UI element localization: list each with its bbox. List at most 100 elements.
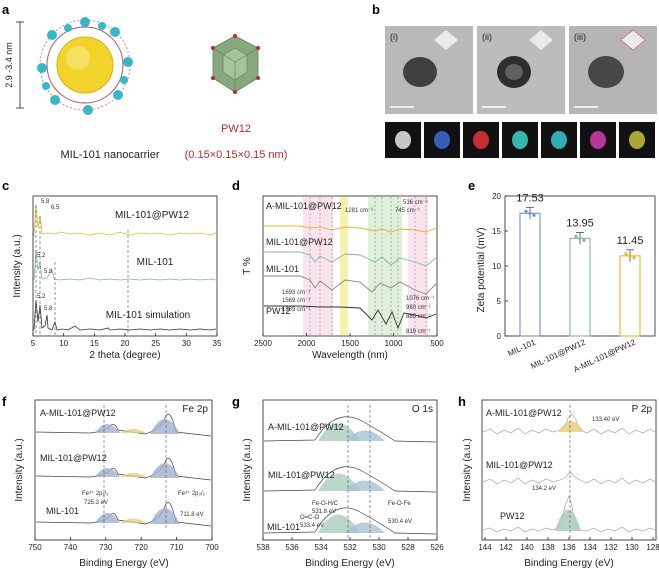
ftir-annotation: 1389 cm⁻¹	[282, 307, 310, 313]
x-tick-label: 5	[31, 339, 36, 348]
panel-a: a 2.9 -3.4 nm MIL-101 na	[2, 2, 287, 161]
ftir-annotation: 536 cm⁻¹	[403, 200, 428, 206]
x-tick-label: 730	[99, 543, 113, 552]
xrd-ylabel: Intensity (a.u.)	[12, 234, 23, 297]
xrd-trace-simulation	[33, 299, 217, 331]
x-tick-label: 500	[430, 339, 444, 348]
x-tick-label: 700	[205, 543, 219, 552]
fe2p-annotation: 711.8 eV	[180, 512, 204, 518]
o1s-ylabel: Intensity (a.u.)	[242, 438, 253, 501]
xrd-label-mil101: MIL-101	[137, 257, 174, 268]
xrd-peak-label: 5.8	[44, 306, 53, 312]
p2p-xticks: 144 142 140 138 136 134 132 130 128	[478, 537, 659, 552]
zeta-point	[628, 254, 632, 258]
ftir-xticks: 2500 2000 1500 1000 500	[254, 333, 444, 348]
panel-b: b (i) (ii) (iii)	[372, 2, 657, 158]
xrd-xticks: 5 10 15 20 25 30 35	[31, 333, 222, 348]
panel-d-letter: d	[232, 178, 240, 193]
ftir-annotation: 980 cm⁻¹	[406, 305, 431, 311]
nanocarrier-label: MIL-101 nanocarrier	[60, 149, 159, 161]
y-tick-label: 20	[492, 192, 501, 201]
fe2p-spectra	[35, 405, 212, 530]
eds-map-signal	[551, 131, 567, 149]
fe2p-label-mil101: MIL-101	[46, 506, 79, 516]
pw12-label: PW12	[221, 123, 251, 135]
tem-image-3: (iii)	[569, 26, 657, 114]
p2p-ylabel: Intensity (a.u.)	[462, 438, 473, 501]
xrd-peak-label: 6.5	[51, 205, 60, 211]
panel-d: d Wavelength (nm) T % 2500 2000 1500 1000 50…	[232, 178, 444, 361]
y-tick-label: 0	[497, 332, 502, 341]
p2p-label-a-mil101-pw12: A-MIL-101@PW12	[486, 408, 562, 418]
x-tick-label: 132	[604, 543, 618, 552]
panel-f-letter: f	[2, 394, 7, 409]
fe2p-axes-frame	[34, 399, 213, 541]
ftir-trace-pw12	[264, 305, 437, 330]
xrd-xlabel: 2 theta (degree)	[89, 350, 160, 361]
ftir-highlight-bands	[303, 197, 428, 335]
fe2p-annotation: Fe³⁺ 2p₁/₂	[82, 490, 109, 497]
zeta-point	[532, 213, 536, 217]
x-tick-label: 30	[182, 339, 191, 348]
x-tick-label: 740	[64, 543, 78, 552]
zeta-value-label: 13.95	[566, 217, 594, 229]
o1s-label-a-mil101-pw12: A-MIL-101@PW12	[268, 422, 344, 432]
pw12-cluster-illustration	[211, 34, 260, 94]
tem-image-1: (i)	[385, 26, 473, 114]
x-tick-label: 10	[59, 339, 68, 348]
pw12-dimensions-label: (0.15×0.15×0.15 nm)	[185, 149, 288, 161]
o1s-label-mil101-pw12: MIL-101@PW12	[268, 470, 335, 480]
xrd-peak-label: 5.8	[41, 199, 50, 205]
x-tick-label: 536	[285, 543, 299, 552]
xrd-trace-mil101	[33, 249, 217, 281]
x-tick-label: 532	[343, 543, 357, 552]
panel-g: g Binding Energy (eV) Intensity (a.u.) O…	[232, 394, 444, 569]
x-tick-label: 25	[151, 339, 160, 348]
x-tick-label: 140	[520, 543, 534, 552]
x-tick-label: 528	[401, 543, 415, 552]
x-tick-label: 720	[135, 543, 149, 552]
p2p-xlabel: Binding Energy (eV)	[524, 558, 614, 569]
panel-e-letter: e	[468, 178, 475, 193]
ftir-annotation: 1076 cm⁻¹	[406, 296, 434, 302]
x-tick-label: 20	[121, 339, 130, 348]
xrd-peak-label: 5.8	[44, 269, 53, 275]
x-tick-label: 15	[90, 339, 99, 348]
o1s-annotation: 530.4 eV	[388, 519, 412, 525]
x-tick-label: 530	[372, 543, 386, 552]
y-tick-label: 5	[497, 297, 502, 306]
panel-a-letter: a	[2, 2, 10, 17]
ftir-label-pw12: PW12	[266, 306, 291, 316]
zeta-value-label: 17.53	[516, 192, 544, 204]
zeta-ylabel: Zeta potential (mV)	[476, 227, 487, 312]
o1s-annotation: Fe-O-Fe	[388, 501, 411, 507]
panel-h: h Binding Energy (eV) Intensity (a.u.) P…	[458, 394, 659, 569]
panel-h-letter: h	[458, 394, 466, 409]
panel-c: c 2 theta (degree) Intensity (a.u.) 5 10 1…	[2, 178, 222, 361]
ftir-xlabel: Wavelength (nm)	[312, 350, 388, 361]
ftir-annotation: 1693 cm⁻¹	[282, 290, 310, 296]
o1s-annotation: Fe-O-H/C	[312, 501, 339, 507]
y-tick-label: 10	[492, 262, 501, 271]
x-tick-label: 136	[562, 543, 576, 552]
x-tick-label: 2500	[254, 339, 272, 348]
x-tick-label: 534	[314, 543, 328, 552]
y-tick-label: 15	[492, 227, 501, 236]
zeta-point	[582, 238, 586, 242]
x-tick-label: 2000	[298, 339, 316, 348]
fe2p-label-a-mil101-pw12: A-MIL-101@PW12	[40, 408, 116, 418]
ftir-ylabel: T %	[242, 257, 253, 275]
zeta-point	[624, 252, 628, 256]
x-tick-label: 130	[625, 543, 639, 552]
eds-map-signal	[590, 131, 606, 149]
zeta-bar	[519, 212, 541, 337]
xrd-trace-mil101-pw12	[33, 204, 217, 237]
zeta-bar	[619, 255, 641, 337]
subpanel-i-label: (i)	[390, 32, 398, 42]
fe2p-title: Fe 2p	[182, 404, 208, 415]
panel-g-letter: g	[232, 394, 240, 409]
fe2p-xticks: 750 740 730 720 710 700	[28, 537, 219, 552]
ftir-label-mil101: MIL-101	[266, 264, 299, 274]
o1s-annotation: O=C-O	[300, 515, 320, 521]
x-tick-label: 134	[583, 543, 597, 552]
